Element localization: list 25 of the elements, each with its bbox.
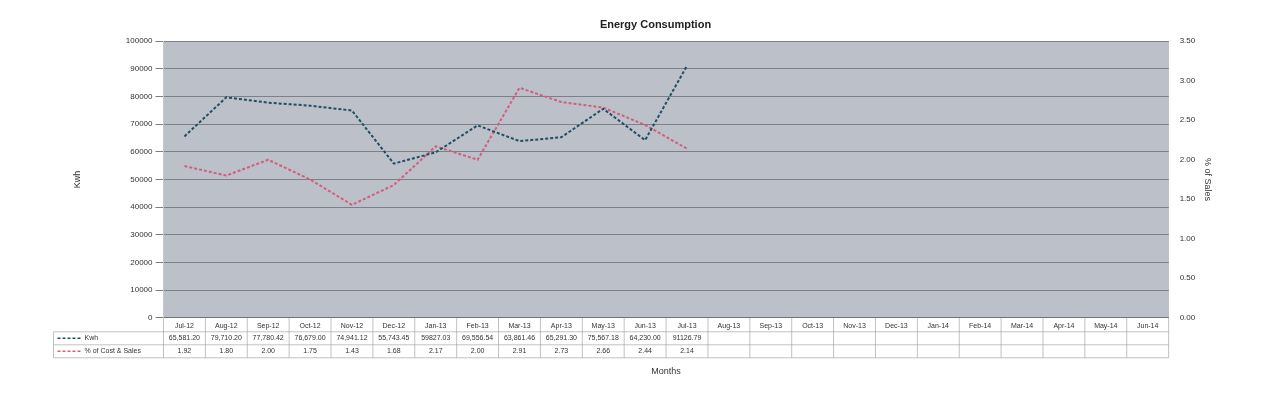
y-tick-label: 0 xyxy=(148,313,154,322)
y2-tick-label: 0.00 xyxy=(1179,313,1196,322)
y2-tick-label: 3.00 xyxy=(1179,75,1196,85)
y-tick-label: 30000 xyxy=(130,230,154,240)
y-tick-label: 60000 xyxy=(130,147,154,157)
y-tick-label: 10000 xyxy=(130,285,154,295)
y-tick-label: 70000 xyxy=(130,119,154,129)
chart-title: Energy Consumption xyxy=(599,17,712,30)
y-tick-label: 50000 xyxy=(130,174,154,184)
line-series xyxy=(183,64,688,165)
y-tick-label: 100000 xyxy=(125,36,154,46)
y2-tick-label: 2.00 xyxy=(1179,154,1196,164)
y2-tick-label: 1.50 xyxy=(1179,194,1196,204)
x-axis-title: Months xyxy=(651,366,682,377)
y-axis-title: Kwh xyxy=(71,170,82,189)
y2-axis-title: % of Sales xyxy=(1203,157,1214,202)
y2-tick-label: 2.50 xyxy=(1179,115,1196,125)
y2-tick-label: 3.50 xyxy=(1179,36,1196,46)
y2-tick-label: 1.00 xyxy=(1179,233,1196,243)
y-tick-label: 20000 xyxy=(130,257,154,267)
y-tick-label: 80000 xyxy=(130,91,154,101)
y-tick-label: 40000 xyxy=(130,202,154,212)
y2-tick-label: 0.50 xyxy=(1179,273,1196,283)
y-tick-label: 90000 xyxy=(130,64,154,74)
line-series xyxy=(183,86,688,206)
